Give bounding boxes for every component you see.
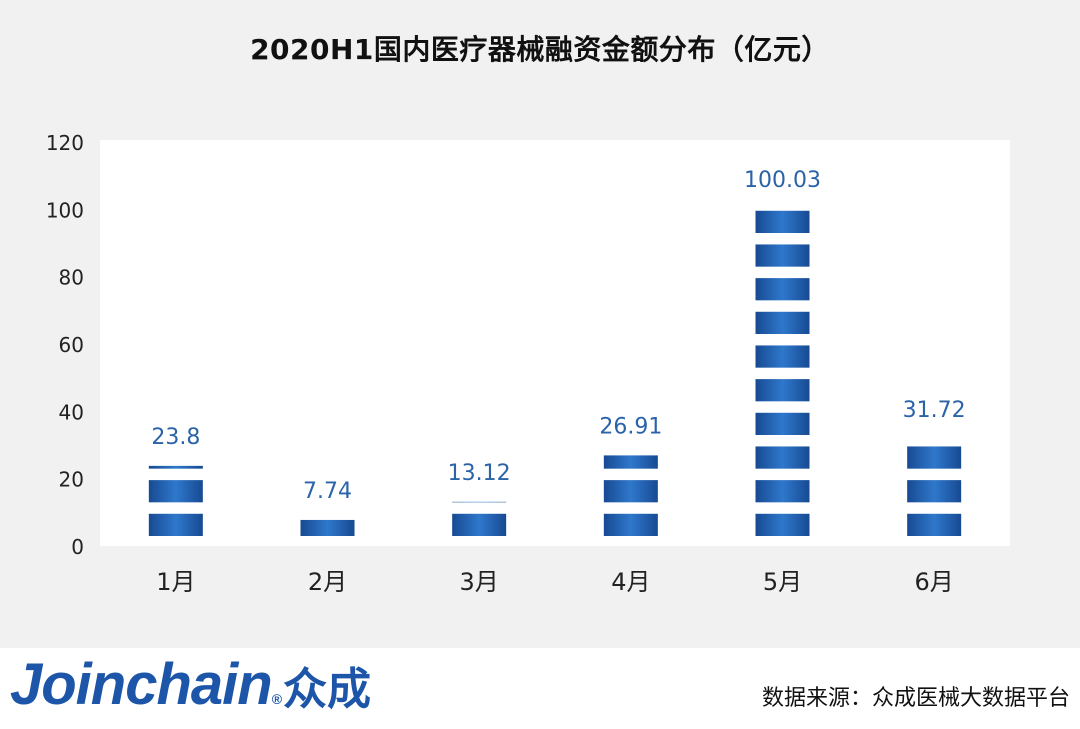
bar-segment xyxy=(907,446,962,469)
data-label: 7.74 xyxy=(303,479,352,504)
bar xyxy=(300,519,355,536)
bar xyxy=(148,465,203,536)
bar-segment xyxy=(148,480,203,503)
bar-segment xyxy=(755,210,810,233)
y-tick-label: 100 xyxy=(46,198,84,222)
bar-segment xyxy=(755,311,810,334)
bar xyxy=(452,501,507,536)
logo-text: Joinchain xyxy=(10,652,273,717)
bar-segment xyxy=(603,513,658,536)
bar-segment xyxy=(452,513,507,536)
data-label: 13.12 xyxy=(448,461,511,486)
bar-segment xyxy=(755,345,810,368)
plot-area xyxy=(100,140,1010,546)
bar-segment xyxy=(907,513,962,536)
logo-chinese: 众成 xyxy=(283,665,372,714)
chart-title: 2020H1国内医疗器械融资金额分布（亿元） xyxy=(250,33,830,66)
bar-segment xyxy=(148,465,203,469)
y-tick-label: 60 xyxy=(59,333,84,357)
joinchain-logo: Joinchain®众成 xyxy=(10,655,371,729)
logo-registered-mark: ® xyxy=(271,691,282,707)
data-label: 23.8 xyxy=(151,425,200,450)
bar-segment xyxy=(603,455,658,469)
y-tick-label: 120 xyxy=(46,131,84,155)
x-tick-label: 4月 xyxy=(611,568,650,596)
x-tick-label: 3月 xyxy=(460,568,499,596)
data-label: 26.91 xyxy=(599,414,662,439)
bar-segment xyxy=(755,244,810,267)
bar-segment xyxy=(755,480,810,503)
bar-segment xyxy=(755,278,810,301)
bar-chart: 0 20 40 60 80 100 120 23.8 7.74 13.12 26.91 100.03… xyxy=(46,131,1010,596)
bar-segment xyxy=(907,480,962,503)
data-labels: 23.8 7.74 13.12 26.91 100.03 31.72 xyxy=(151,168,965,504)
bar-segment xyxy=(300,519,355,536)
bar-segment xyxy=(755,513,810,536)
x-tick-label: 1月 xyxy=(156,568,195,596)
bar-segment xyxy=(755,379,810,402)
bar-segment xyxy=(603,480,658,503)
y-axis: 0 20 40 60 80 100 120 xyxy=(46,131,84,559)
x-axis: 1月 2月 3月 4月 5月 6月 xyxy=(156,568,954,596)
x-tick-label: 6月 xyxy=(915,568,954,596)
y-tick-label: 0 xyxy=(71,535,84,559)
y-tick-label: 80 xyxy=(59,266,84,290)
bar-segment xyxy=(148,513,203,536)
y-tick-label: 20 xyxy=(59,468,84,492)
y-tick-label: 40 xyxy=(59,400,84,424)
data-source: 数据来源：众成医械大数据平台 xyxy=(761,686,1070,711)
data-label: 100.03 xyxy=(744,168,821,193)
bar xyxy=(755,210,810,536)
bar xyxy=(907,446,962,536)
data-label: 31.72 xyxy=(903,398,966,423)
x-tick-label: 5月 xyxy=(763,568,802,596)
bar xyxy=(603,455,658,536)
bars xyxy=(148,210,962,536)
bar-segment xyxy=(452,501,507,503)
bar-segment xyxy=(755,446,810,469)
x-tick-label: 2月 xyxy=(308,568,347,596)
bar-segment xyxy=(755,412,810,435)
